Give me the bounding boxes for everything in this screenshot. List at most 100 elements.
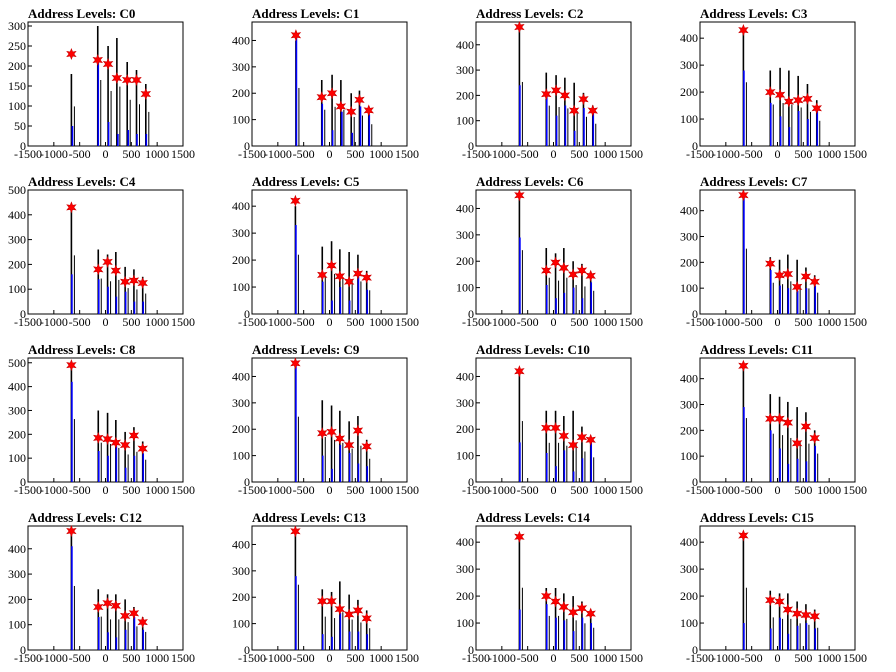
x-tick-label: 1500 — [395, 147, 419, 161]
x-tick-label: 0 — [103, 483, 109, 497]
x-tick-label: 500 — [570, 651, 588, 665]
peak-marker-5 — [128, 429, 140, 442]
y-tick-label: 200 — [680, 589, 698, 603]
peak-marker-5 — [354, 93, 365, 106]
peak-marker-6 — [585, 269, 596, 282]
peak-marker-5 — [576, 602, 588, 615]
x-tick-label: 500 — [794, 651, 812, 665]
subplot-title: Address Levels: C12 — [28, 510, 142, 525]
peak-marker-0 — [738, 529, 749, 542]
x-tick-label: -500 — [741, 147, 763, 161]
y-tick-label: 0 — [468, 139, 474, 153]
y-tick-label: 300 — [456, 228, 474, 242]
y-tick-label: 200 — [680, 85, 698, 99]
y-tick-label: 400 — [232, 369, 250, 383]
x-tick-label: -1000 — [264, 483, 292, 497]
y-tick-label: 200 — [232, 422, 250, 436]
y-tick-label: 0 — [468, 643, 474, 657]
subplot-6: Address Levels: C6 0 100 200 300 400 -1500-100… — [456, 174, 643, 329]
peak-marker-1 — [765, 412, 776, 425]
peak-marker-4 — [119, 609, 131, 622]
x-tick-label: -1000 — [264, 651, 292, 665]
peak-marker-3 — [334, 603, 346, 616]
x-tick-label: 1000 — [817, 483, 841, 497]
y-tick-label: 200 — [456, 254, 474, 268]
peak-marker-3 — [558, 600, 570, 613]
y-tick-label: 0 — [244, 139, 250, 153]
peak-marker-2 — [102, 433, 113, 446]
peak-marker-0 — [514, 189, 525, 202]
x-tick-label: -1500 — [462, 483, 490, 497]
subplot-title: Address Levels: C5 — [252, 174, 360, 189]
x-tick-label: 0 — [775, 147, 781, 161]
x-tick-label: -1000 — [488, 147, 516, 161]
peak-marker-2 — [102, 255, 113, 268]
peak-marker-6 — [363, 104, 374, 117]
peak-marker-2 — [326, 595, 337, 608]
y-tick-label: 0 — [692, 643, 698, 657]
x-tick-label: 1000 — [145, 651, 169, 665]
peak-marker-3 — [111, 71, 123, 85]
peak-marker-4 — [791, 280, 803, 293]
x-tick-label: 500 — [346, 483, 364, 497]
x-tick-label: -1500 — [686, 147, 714, 161]
subplot-title: Address Levels: C0 — [28, 6, 135, 21]
x-tick-label: -500 — [69, 315, 91, 329]
peak-marker-3 — [782, 267, 794, 280]
x-tick-label: 0 — [327, 147, 333, 161]
x-tick-label: 1500 — [843, 651, 867, 665]
y-tick-label: 300 — [680, 562, 698, 576]
peak-marker-1 — [765, 257, 776, 270]
peak-marker-4 — [121, 73, 133, 87]
y-tick-label: 400 — [232, 33, 250, 47]
plot-frame — [699, 21, 856, 147]
peak-marker-0 — [738, 359, 749, 372]
peak-marker-2 — [550, 84, 562, 97]
peak-marker-0 — [514, 21, 525, 34]
y-tick-label: 100 — [8, 451, 26, 465]
x-tick-label: -500 — [293, 315, 315, 329]
x-tick-label: -500 — [69, 651, 91, 665]
peak-marker-3 — [559, 89, 571, 102]
peak-marker-0 — [290, 525, 301, 538]
y-tick-label: 0 — [468, 307, 474, 321]
x-tick-label: -1500 — [462, 315, 490, 329]
y-tick-label: 200 — [8, 592, 26, 606]
x-tick-label: -500 — [741, 483, 763, 497]
x-tick-label: 1000 — [369, 315, 393, 329]
peak-marker-2 — [326, 87, 338, 100]
peak-marker-1 — [317, 427, 328, 440]
x-tick-label: 1000 — [369, 147, 393, 161]
y-tick-label: 400 — [456, 369, 474, 383]
peak-marker-4 — [567, 268, 579, 281]
x-tick-label: -500 — [517, 315, 539, 329]
subplot-title: Address Levels: C8 — [28, 342, 136, 357]
peak-marker-5 — [352, 267, 364, 280]
peak-marker-4 — [343, 439, 355, 452]
x-tick-label: 500 — [794, 147, 812, 161]
y-tick-label: 300 — [680, 230, 698, 244]
peak-marker-6 — [361, 612, 372, 625]
y-tick-label: 0 — [244, 643, 250, 657]
peak-marker-5 — [802, 92, 813, 105]
x-tick-label: 1000 — [593, 147, 617, 161]
y-tick-label: 100 — [232, 280, 250, 294]
subplot-13: Address Levels: C13 0 100 200 300 400 -1500-10… — [232, 510, 419, 665]
peak-marker-3 — [558, 429, 570, 442]
peak-marker-4 — [567, 606, 579, 619]
x-tick-label: 0 — [775, 483, 781, 497]
subplot-title: Address Levels: C13 — [252, 510, 366, 525]
peak-marker-3 — [334, 270, 346, 283]
x-tick-label: 500 — [794, 315, 812, 329]
peak-marker-1 — [93, 263, 104, 276]
x-tick-label: 1000 — [817, 315, 841, 329]
peak-marker-1 — [93, 431, 104, 444]
y-tick-label: 150 — [8, 79, 26, 93]
y-tick-label: 300 — [232, 60, 250, 74]
peak-marker-2 — [774, 595, 785, 608]
y-tick-label: 200 — [232, 590, 250, 604]
peak-marker-2 — [102, 597, 113, 610]
y-tick-label: 400 — [456, 535, 474, 549]
y-tick-label: 100 — [8, 282, 26, 296]
peak-marker-6 — [809, 432, 820, 445]
